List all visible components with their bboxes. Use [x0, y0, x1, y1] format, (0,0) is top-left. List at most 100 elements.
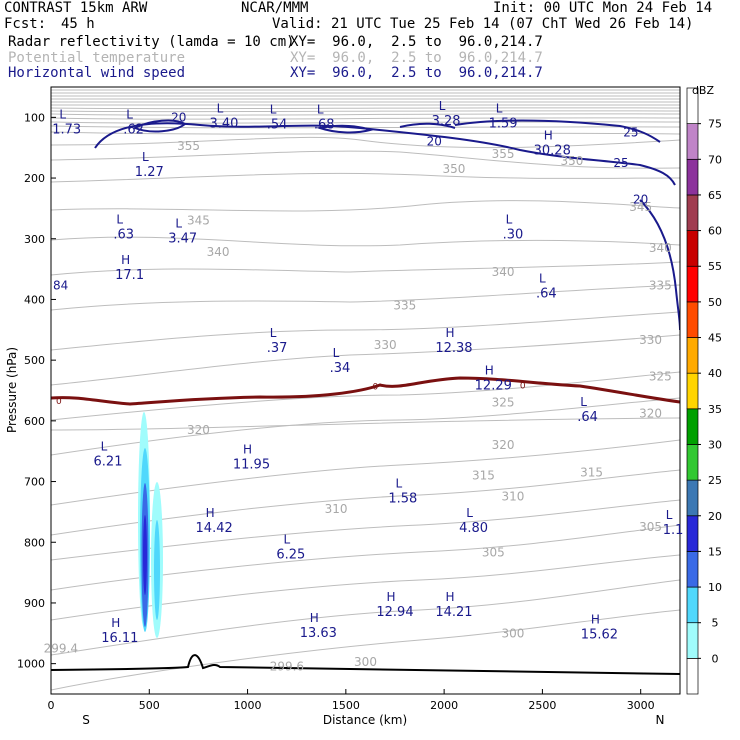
- field-xy-reflectivity: XY= 96.0, 2.5 to 96.0,214.7: [290, 34, 543, 50]
- theta-label: 335: [649, 278, 672, 292]
- wind-label: 0: [372, 383, 378, 393]
- colorbar-swatch: [686, 444, 699, 481]
- extrema-markers: L1.73L.62L3.40L.54L.68L3.28L1.59H30.28L1…: [52, 99, 683, 646]
- extremum-type: L: [396, 476, 403, 490]
- theta-label: 345: [187, 214, 210, 228]
- theta-label: 300: [354, 655, 377, 669]
- extremum-type: H: [310, 611, 319, 625]
- extremum-type: L: [59, 107, 66, 121]
- theta-label: 315: [580, 465, 603, 479]
- extremum-type: L: [126, 107, 133, 121]
- theta-label: 305: [639, 520, 662, 534]
- colorbar-label: 0: [712, 652, 719, 665]
- extremum-value: 6.25: [276, 547, 305, 562]
- theta-contour-labels: 355 355 350 350 345 345 340 340 340 335 335 330 330 3…: [44, 139, 672, 674]
- colorbar: 0 5 10 15 20 25 30 35 40 45 50 55 60 65 70 75: [686, 87, 722, 695]
- y-tick-label: 900: [24, 597, 45, 610]
- extremum-value: 3.28: [432, 114, 461, 129]
- model-title: CONTRAST 15km ARW: [4, 0, 148, 16]
- y-tick-label: 100: [24, 111, 45, 124]
- extremum-value: .54: [267, 118, 288, 133]
- theta-label: 320: [639, 407, 662, 421]
- colorbar-swatch: [686, 586, 699, 624]
- extremum-value: .63: [113, 227, 134, 242]
- extremum-type: L: [142, 150, 149, 164]
- theta-label: 325: [649, 370, 672, 384]
- fcst-value: 45 h: [61, 16, 95, 32]
- colorbar-swatch: [686, 123, 699, 160]
- theta-label: 320: [492, 438, 515, 452]
- theta-label: 310: [501, 490, 524, 504]
- x-axis: 0 500 1000 1500 2000 2500 3000: [48, 689, 655, 712]
- colorbar-label: 45: [708, 332, 722, 345]
- extremum-type: L: [506, 212, 513, 226]
- extremum-type: L: [580, 395, 587, 409]
- y-axis: 100 200 300 400 500 600 700 800 900 1000: [17, 111, 56, 671]
- extremum-type: H: [206, 506, 215, 520]
- theta-label: 340: [207, 245, 230, 259]
- x-tick-label: 2500: [528, 699, 556, 712]
- extremum-value: 1.27: [135, 165, 164, 180]
- colorbar-label: 40: [708, 367, 722, 380]
- colorbar-swatch: [686, 158, 699, 196]
- extremum-type: H: [591, 612, 600, 626]
- theta-label: 305: [482, 546, 505, 560]
- x-tick-label: 3000: [627, 699, 655, 712]
- extremum-type: L: [217, 101, 224, 115]
- y-tick-label: 1000: [17, 658, 45, 671]
- theta-label: 350: [560, 154, 583, 168]
- extremum-value: 12.38: [435, 341, 472, 356]
- theta-label: 325: [492, 396, 515, 410]
- extremum-value: 12.94: [376, 605, 413, 620]
- colorbar-label: 30: [708, 438, 722, 451]
- extremum-value: .34: [330, 361, 351, 376]
- wind-label: 25: [623, 126, 638, 140]
- colorbar-unit: dBZ: [692, 84, 715, 97]
- colorbar-label: 15: [708, 545, 722, 558]
- wind-label: 20: [633, 192, 648, 206]
- extremum-value: 1.1: [663, 523, 684, 538]
- colorbar-label: 25: [708, 474, 722, 487]
- wind-label: 0: [520, 381, 526, 391]
- extremum-type: L: [101, 439, 108, 453]
- edge-label: 84: [53, 278, 68, 292]
- extremum-value: 17.1: [115, 268, 144, 283]
- extremum-type: L: [466, 506, 473, 520]
- theta-label: 299.6: [270, 660, 304, 674]
- extremum-type: H: [386, 590, 395, 604]
- extremum-type: L: [270, 103, 277, 117]
- colorbar-swatch: [686, 87, 699, 124]
- valid-time: Valid: 21 UTC Tue 25 Feb 14 (07 ChT Wed …: [272, 16, 694, 32]
- theta-label: 300: [501, 626, 524, 640]
- extremum-value: 12.29: [475, 379, 512, 394]
- y-tick-label: 400: [24, 293, 45, 306]
- x-tick-label: 0: [48, 699, 55, 712]
- extremum-value: 16.11: [101, 631, 138, 646]
- colorbar-swatch: [686, 515, 699, 552]
- colorbar-swatch: [686, 658, 699, 695]
- extremum-value: 3.40: [209, 116, 238, 131]
- extremum-value: .64: [577, 410, 598, 425]
- y-tick-label: 700: [24, 476, 45, 489]
- wind-label: 20: [427, 135, 442, 149]
- x-tick-label: 1000: [234, 699, 262, 712]
- colorbar-swatch: [686, 337, 699, 374]
- colorbar-swatch: [686, 372, 699, 410]
- extremum-type: L: [439, 99, 446, 113]
- theta-label: 345: [629, 200, 652, 214]
- south-label: S: [82, 713, 90, 727]
- colorbar-swatch: [686, 301, 699, 338]
- colorbar-swatch: [686, 194, 699, 231]
- x-axis-label: Distance (km): [323, 713, 407, 727]
- field-name-theta: Potential temperature: [8, 50, 186, 66]
- colorbar-label: 55: [708, 260, 722, 273]
- contour-lines: [51, 89, 680, 691]
- x-tick-label: 2000: [430, 699, 458, 712]
- y-tick-label: 300: [24, 233, 45, 246]
- extremum-value: .62: [123, 122, 144, 137]
- extremum-value: 11.95: [233, 457, 270, 472]
- extremum-value: 3.47: [168, 232, 197, 247]
- extremum-value: 1.58: [388, 491, 417, 506]
- colorbar-label: 10: [708, 581, 722, 594]
